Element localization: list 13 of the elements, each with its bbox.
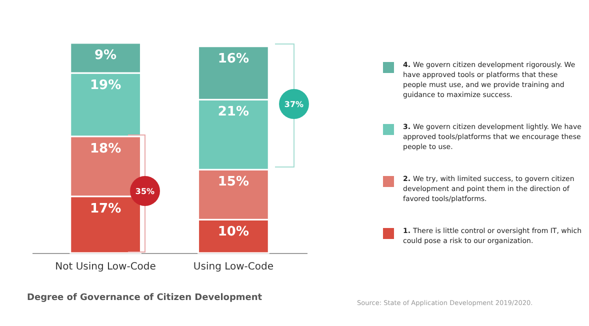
data-label: 18% — [90, 141, 122, 156]
data-label: 21% — [218, 104, 250, 120]
annotation: 35% — [135, 187, 155, 196]
x-tick-label: Not Using Low-Code — [55, 262, 156, 272]
x-tick-label: Using Low-Code — [193, 262, 274, 272]
data-label: 19% — [90, 78, 122, 93]
data-label: 10% — [218, 224, 250, 240]
text: Degree of Governance of Citizen Development — [27, 293, 263, 303]
data-label: 15% — [218, 174, 250, 190]
data-label: 9% — [94, 48, 117, 63]
data-label: 16% — [218, 51, 250, 66]
data-label: 17% — [90, 201, 122, 216]
annotation: 37% — [284, 100, 304, 109]
